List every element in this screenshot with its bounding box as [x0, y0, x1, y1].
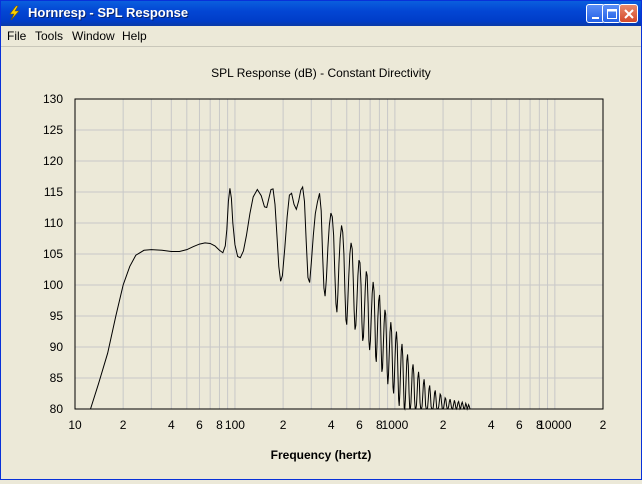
y-tick-label: 95	[50, 309, 64, 323]
x-tick-label: 4	[168, 418, 175, 432]
minimize-icon	[592, 17, 599, 19]
x-tick-label: 2	[440, 418, 447, 432]
chart-title: SPL Response (dB) - Constant Directivity	[211, 66, 431, 80]
x-tick-label: 100	[225, 418, 245, 432]
y-tick-label: 80	[50, 402, 64, 416]
menu-file[interactable]: File	[7, 29, 27, 43]
x-tick-label: 6	[516, 418, 523, 432]
maximize-icon	[607, 9, 617, 19]
x-tick-label: 4	[488, 418, 495, 432]
x-tick-label: 6	[356, 418, 363, 432]
y-tick-label: 100	[43, 278, 63, 292]
x-tick-label: 6	[196, 418, 203, 432]
menu-help[interactable]: Help	[122, 29, 147, 43]
y-tick-label: 105	[43, 247, 63, 261]
title-bar[interactable]: Hornresp - SPL Response	[1, 1, 641, 26]
x-tick-label: 4	[328, 418, 335, 432]
x-tick-label: 10	[68, 418, 82, 432]
menu-tools[interactable]: Tools	[35, 29, 64, 43]
y-tick-label: 115	[44, 185, 63, 199]
plot-frame	[74, 98, 604, 410]
x-tick-label: 8	[216, 418, 223, 432]
y-tick-label: 130	[43, 92, 63, 106]
spl-chart: SPL Response (dB) - Constant Directivity…	[43, 66, 607, 462]
menu-window[interactable]: Window	[72, 29, 115, 43]
x-tick-label: 2	[120, 418, 127, 432]
x-tick-label: 2	[600, 418, 607, 432]
x-axis-label: Frequency (hertz)	[271, 448, 372, 462]
spl-curve	[90, 185, 471, 411]
y-tick-label: 120	[43, 154, 63, 168]
menu-bar: File Tools Window Help	[1, 26, 641, 47]
x-tick-label: 2	[280, 418, 287, 432]
lightning-icon	[9, 5, 20, 21]
close-button[interactable]	[619, 4, 638, 23]
x-tick-label: 10000	[538, 418, 572, 432]
y-tick-label: 125	[43, 123, 63, 137]
window-title: Hornresp - SPL Response	[28, 5, 189, 20]
x-tick-label: 8	[536, 418, 543, 432]
x-tick-label: 8	[376, 418, 383, 432]
y-tick-label: 90	[50, 340, 64, 354]
chart-area: SPL Response (dB) - Constant Directivity…	[1, 47, 641, 479]
x-tick-label: 1000	[382, 418, 409, 432]
close-icon	[624, 9, 634, 19]
y-tick-label: 85	[50, 371, 64, 385]
y-tick-label: 110	[44, 216, 63, 230]
